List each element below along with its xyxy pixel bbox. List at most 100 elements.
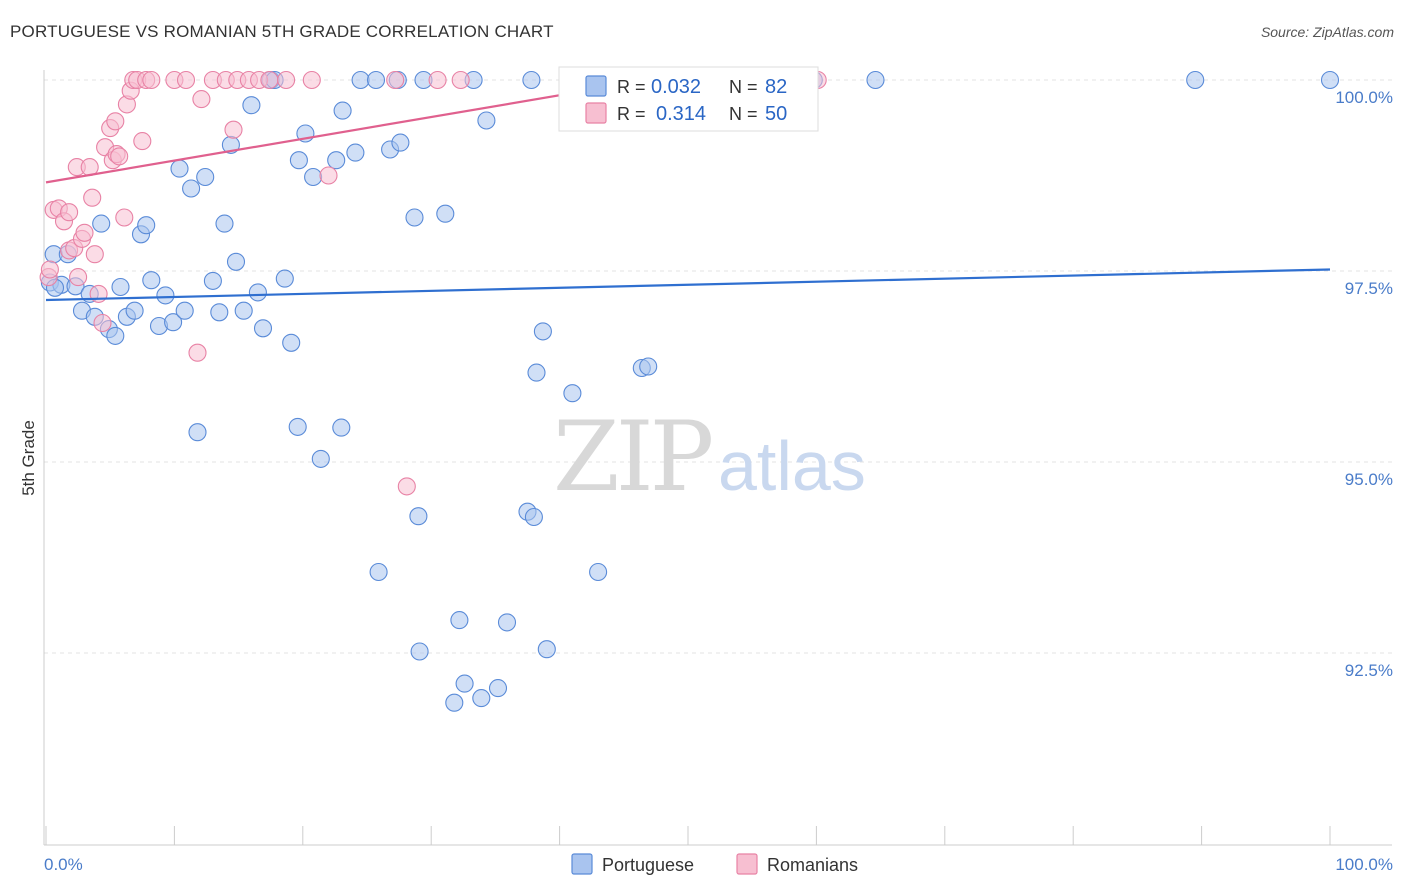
legend-swatch-portuguese <box>585 75 607 97</box>
watermark-atlas-text: atlas <box>718 427 866 505</box>
portuguese-point-25 <box>203 271 222 290</box>
portuguese-point-47 <box>351 70 370 90</box>
portuguese-point-49 <box>369 562 388 582</box>
portuguese-point-15 <box>137 216 156 235</box>
portuguese-point-48 <box>366 70 386 90</box>
romanian-point-45 <box>386 70 405 90</box>
bottom-legend-label-romanian: Romanians <box>767 855 858 875</box>
portuguese-point-62 <box>472 689 491 708</box>
portuguese-point-75 <box>639 357 658 376</box>
portuguese-point-30 <box>234 301 253 320</box>
bottom-legend-swatch-portuguese <box>571 853 593 875</box>
portuguese-point-80 <box>1320 70 1340 90</box>
portuguese-point-67 <box>522 70 541 90</box>
romanian-trend-line <box>45 78 650 184</box>
y-axis-title: 5th Grade <box>19 420 38 496</box>
portuguese-point-79 <box>1186 70 1205 90</box>
portuguese-point-45 <box>333 101 352 120</box>
portuguese-point-16 <box>142 271 161 290</box>
portuguese-point-41 <box>304 167 323 187</box>
watermark: ZIP atlas <box>553 401 866 513</box>
portuguese-point-10 <box>106 326 125 345</box>
romanian-point-30 <box>142 70 161 90</box>
portuguese-point-27 <box>215 214 234 233</box>
romanian-point-46 <box>397 477 416 496</box>
legend-n-value-romanian: 50 <box>765 103 787 125</box>
portuguese-point-70 <box>533 322 552 341</box>
bottom-legend-swatch-romanian <box>736 853 758 875</box>
portuguese-point-59 <box>450 611 469 630</box>
portuguese-point-64 <box>488 679 508 698</box>
legend-n-label-portuguese: N = <box>729 77 763 97</box>
legend-n-value-portuguese: 82 <box>765 76 787 98</box>
y-tick-label-1: 97.5% <box>1345 279 1393 298</box>
romanian-point-20 <box>106 112 125 131</box>
romanian-point-13 <box>83 188 102 207</box>
y-tick-label-2: 95.0% <box>1345 470 1393 489</box>
y-tick-label-0: 100.0% <box>1335 88 1393 107</box>
portuguese-point-60 <box>455 674 474 693</box>
romanian-point-5 <box>60 203 79 222</box>
portuguese-point-63 <box>477 111 496 130</box>
romanian-point-37 <box>224 120 243 139</box>
portuguese-point-37 <box>282 333 301 352</box>
trend-lines <box>45 78 1331 302</box>
bottom-legend-label-portuguese: Portuguese <box>602 855 694 875</box>
stats-legend: R = 0.032 N = 82 R = 0.314 N = 50 <box>558 66 819 132</box>
portuguese-point-19 <box>164 313 183 332</box>
romanian-point-28 <box>133 132 152 151</box>
romanian-point-42 <box>277 70 296 90</box>
portuguese-point-55 <box>410 642 429 661</box>
y-tick-label-3: 92.5% <box>1345 661 1393 680</box>
x-axis-ticks <box>45 826 1331 845</box>
romanian-point-32 <box>176 70 196 90</box>
portuguese-point-11 <box>111 277 130 297</box>
legend-r-label-portuguese: R = <box>617 77 651 97</box>
portuguese-point-78 <box>866 70 885 90</box>
portuguese-point-13 <box>125 301 144 320</box>
portuguese-point-68 <box>524 507 543 527</box>
chart-source: Source: ZipAtlas.com <box>1260 24 1394 40</box>
legend-r-value-romanian: 0.314 <box>656 103 706 125</box>
axes <box>43 70 1392 846</box>
portuguese-points <box>40 70 1340 712</box>
portuguese-point-57 <box>436 204 455 223</box>
legend-r-label-romanian: R = <box>617 104 651 124</box>
portuguese-point-38 <box>288 417 307 436</box>
portuguese-point-31 <box>242 96 261 115</box>
romanian-point-11 <box>75 223 94 242</box>
romanian-point-41 <box>260 70 279 90</box>
portuguese-point-43 <box>327 151 346 170</box>
legend-n-label-romanian: N = <box>729 104 763 124</box>
portuguese-point-20 <box>170 159 189 178</box>
portuguese-point-36 <box>275 269 294 288</box>
portuguese-point-26 <box>210 303 229 322</box>
portuguese-point-44 <box>332 418 351 437</box>
x-tick-label-100: 100.0% <box>1335 855 1393 874</box>
romanian-point-16 <box>93 313 112 333</box>
portuguese-point-69 <box>527 363 546 382</box>
portuguese-trend-line <box>45 268 1331 302</box>
portuguese-point-29 <box>226 252 246 271</box>
portuguese-point-58 <box>445 693 464 712</box>
grid-lines <box>44 79 1392 654</box>
portuguese-point-32 <box>248 283 267 302</box>
romanian-point-47 <box>428 70 447 90</box>
romanian-point-33 <box>188 343 207 362</box>
romanian-point-22 <box>110 147 129 166</box>
romanian-point-14 <box>85 245 104 264</box>
romanian-point-1 <box>40 260 59 279</box>
portuguese-point-52 <box>391 133 410 152</box>
portuguese-point-21 <box>175 301 194 320</box>
portuguese-point-8 <box>92 214 111 233</box>
portuguese-point-39 <box>289 151 308 170</box>
portuguese-point-54 <box>409 507 428 526</box>
portuguese-point-72 <box>563 384 582 403</box>
portuguese-point-22 <box>182 179 201 198</box>
romanian-point-34 <box>192 90 211 109</box>
portuguese-point-65 <box>497 613 517 632</box>
chart-title: PORTUGUESE VS ROMANIAN 5TH GRADE CORRELA… <box>10 22 554 41</box>
romanian-point-44 <box>319 166 338 185</box>
bottom-legend: Portuguese Romanians <box>571 853 858 875</box>
